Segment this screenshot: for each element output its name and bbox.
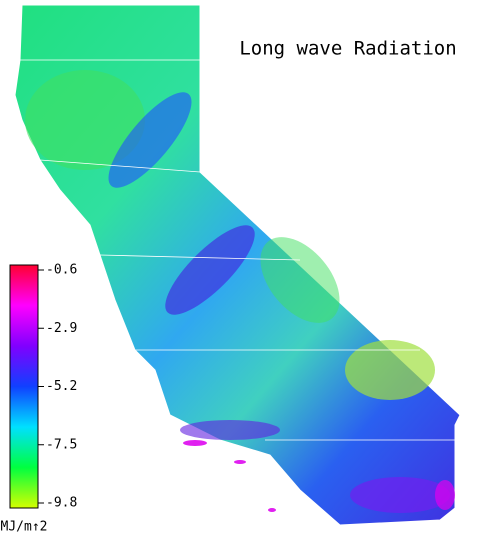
colorbar-tick-label: -7.5 (46, 437, 77, 452)
region (165, 225, 255, 315)
island (234, 460, 246, 464)
map-title: Long wave Radiation (239, 38, 456, 60)
colorbar-tick-label: -5.2 (46, 379, 77, 394)
island (183, 440, 207, 446)
county-line (99, 254, 301, 261)
state-map (14, 4, 461, 526)
colorbar-tick-label: -2.9 (46, 321, 77, 336)
region (345, 340, 435, 400)
region (350, 477, 450, 513)
region (25, 70, 145, 170)
region (108, 92, 192, 188)
colorbar-unit: MJ/m↑2 (1, 520, 48, 535)
island (268, 508, 276, 512)
colorbar (9, 264, 39, 509)
colorbar-tick-label: -0.6 (46, 263, 77, 278)
region (435, 480, 455, 510)
colorbar-tick-label: -9.8 (46, 496, 77, 511)
region (180, 420, 280, 440)
region (260, 237, 340, 323)
county-line (39, 159, 201, 173)
